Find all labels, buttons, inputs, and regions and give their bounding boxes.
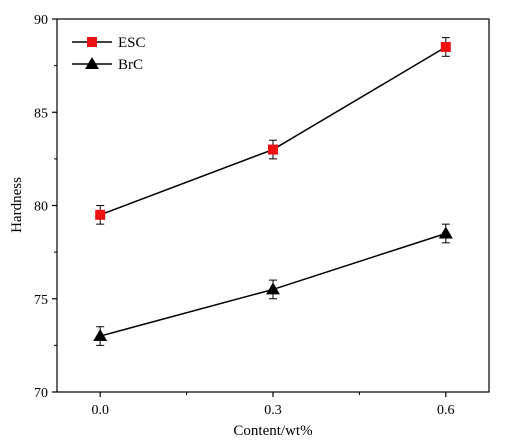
x-tick-label: 0.0 [91,403,109,418]
data-point [266,282,280,295]
legend-item-brc: BrC [72,57,143,73]
x-axis-label: Content/wt% [233,423,312,439]
legend: ESC BrC [72,35,146,73]
plot-frame [56,18,490,393]
data-point [440,41,451,52]
legend-marker [87,37,97,47]
series-line [99,46,447,216]
data-point [438,226,453,239]
data-point [95,209,106,220]
series-layer [93,37,453,346]
series-brc [93,223,453,346]
legend-item-esc: ESC [72,35,146,51]
y-tick-label: 75 [34,293,48,308]
y-tick-label: 70 [34,386,48,401]
y-tick-label: 80 [34,200,48,215]
series-esc [95,37,451,225]
data-point [93,329,108,342]
y-tick-label: 90 [34,13,48,28]
y-axis-label: Hardness [9,177,25,233]
legend-marker [85,57,99,69]
axes-layer: 70 75 80 85 90 0.0 0.3 0.6 [34,13,455,418]
legend-label: ESC [118,35,146,51]
data-point [268,144,278,155]
x-tick-label: 0.3 [264,403,282,418]
y-tick-label: 85 [34,106,48,121]
x-tick-label: 0.6 [437,403,455,418]
legend-label: BrC [118,57,143,73]
